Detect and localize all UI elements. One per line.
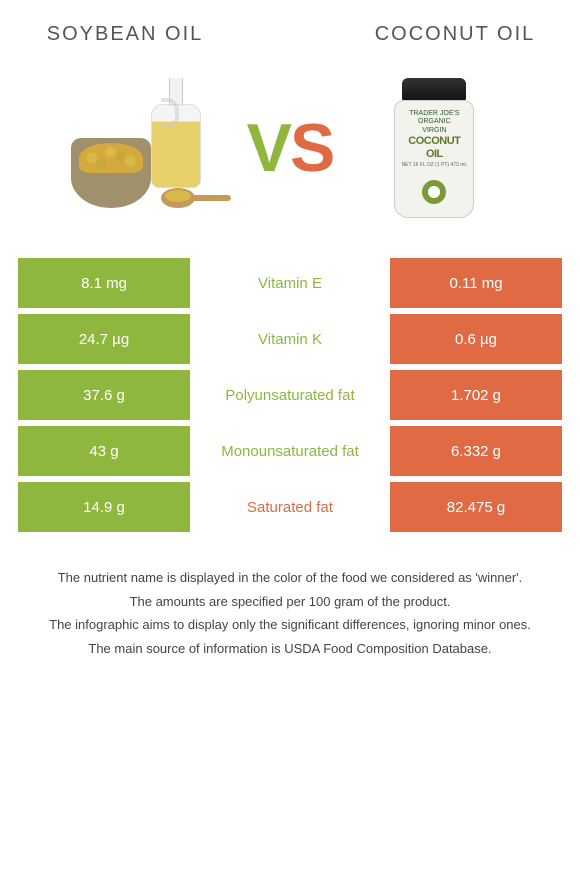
footer-line: The amounts are specified per 100 gram o… bbox=[20, 592, 560, 612]
nutrient-label: Monounsaturated fat bbox=[190, 426, 390, 476]
right-value: 0.6 µg bbox=[390, 314, 562, 364]
left-value: 24.7 µg bbox=[18, 314, 190, 364]
table-row: 8.1 mgVitamin E0.11 mg bbox=[18, 258, 562, 308]
nutrient-label: Saturated fat bbox=[190, 482, 390, 532]
right-value: 0.11 mg bbox=[390, 258, 562, 308]
comparison-table: 8.1 mgVitamin E0.11 mg 24.7 µgVitamin K0.… bbox=[0, 258, 580, 532]
jar-virgin: VIRGIN bbox=[400, 127, 468, 135]
jar-organic: ORGANIC bbox=[400, 118, 468, 126]
jar-big1: COCONUT bbox=[400, 135, 468, 148]
table-row: 24.7 µgVitamin K0.6 µg bbox=[18, 314, 562, 364]
left-value: 8.1 mg bbox=[18, 258, 190, 308]
footer-line: The main source of information is USDA F… bbox=[20, 639, 560, 659]
left-value: 37.6 g bbox=[18, 370, 190, 420]
table-row: 37.6 gPolyunsaturated fat1.702 g bbox=[18, 370, 562, 420]
jar-big2: OIL bbox=[400, 148, 468, 161]
right-title: COCONUT OIL bbox=[350, 20, 560, 48]
nutrient-label: Vitamin K bbox=[190, 314, 390, 364]
soybean-oil-image bbox=[61, 68, 231, 228]
right-value: 1.702 g bbox=[390, 370, 562, 420]
left-title: SOYBEAN OIL bbox=[20, 20, 230, 48]
table-row: 14.9 gSaturated fat82.475 g bbox=[18, 482, 562, 532]
vs-text: VS bbox=[247, 109, 334, 187]
vs-v: V bbox=[247, 109, 290, 187]
header: SOYBEAN OIL COCONUT OIL bbox=[0, 0, 580, 58]
vs-s: S bbox=[290, 109, 333, 187]
footer-notes: The nutrient name is displayed in the co… bbox=[0, 538, 580, 658]
left-value: 14.9 g bbox=[18, 482, 190, 532]
footer-line: The infographic aims to display only the… bbox=[20, 615, 560, 635]
table-row: 43 gMonounsaturated fat6.332 g bbox=[18, 426, 562, 476]
jar-net: NET 16 FL OZ (1 PT) 473 mL bbox=[400, 162, 468, 168]
jar-brand: TRADER JOE'S bbox=[400, 110, 468, 118]
nutrient-label: Polyunsaturated fat bbox=[190, 370, 390, 420]
right-value: 82.475 g bbox=[390, 482, 562, 532]
left-value: 43 g bbox=[18, 426, 190, 476]
hero-row: VS TRADER JOE'S ORGANIC VIRGIN COCONUT O… bbox=[0, 58, 580, 258]
footer-line: The nutrient name is displayed in the co… bbox=[20, 568, 560, 588]
right-value: 6.332 g bbox=[390, 426, 562, 476]
nutrient-label: Vitamin E bbox=[190, 258, 390, 308]
coconut-oil-image: TRADER JOE'S ORGANIC VIRGIN COCONUT OIL … bbox=[349, 68, 519, 228]
